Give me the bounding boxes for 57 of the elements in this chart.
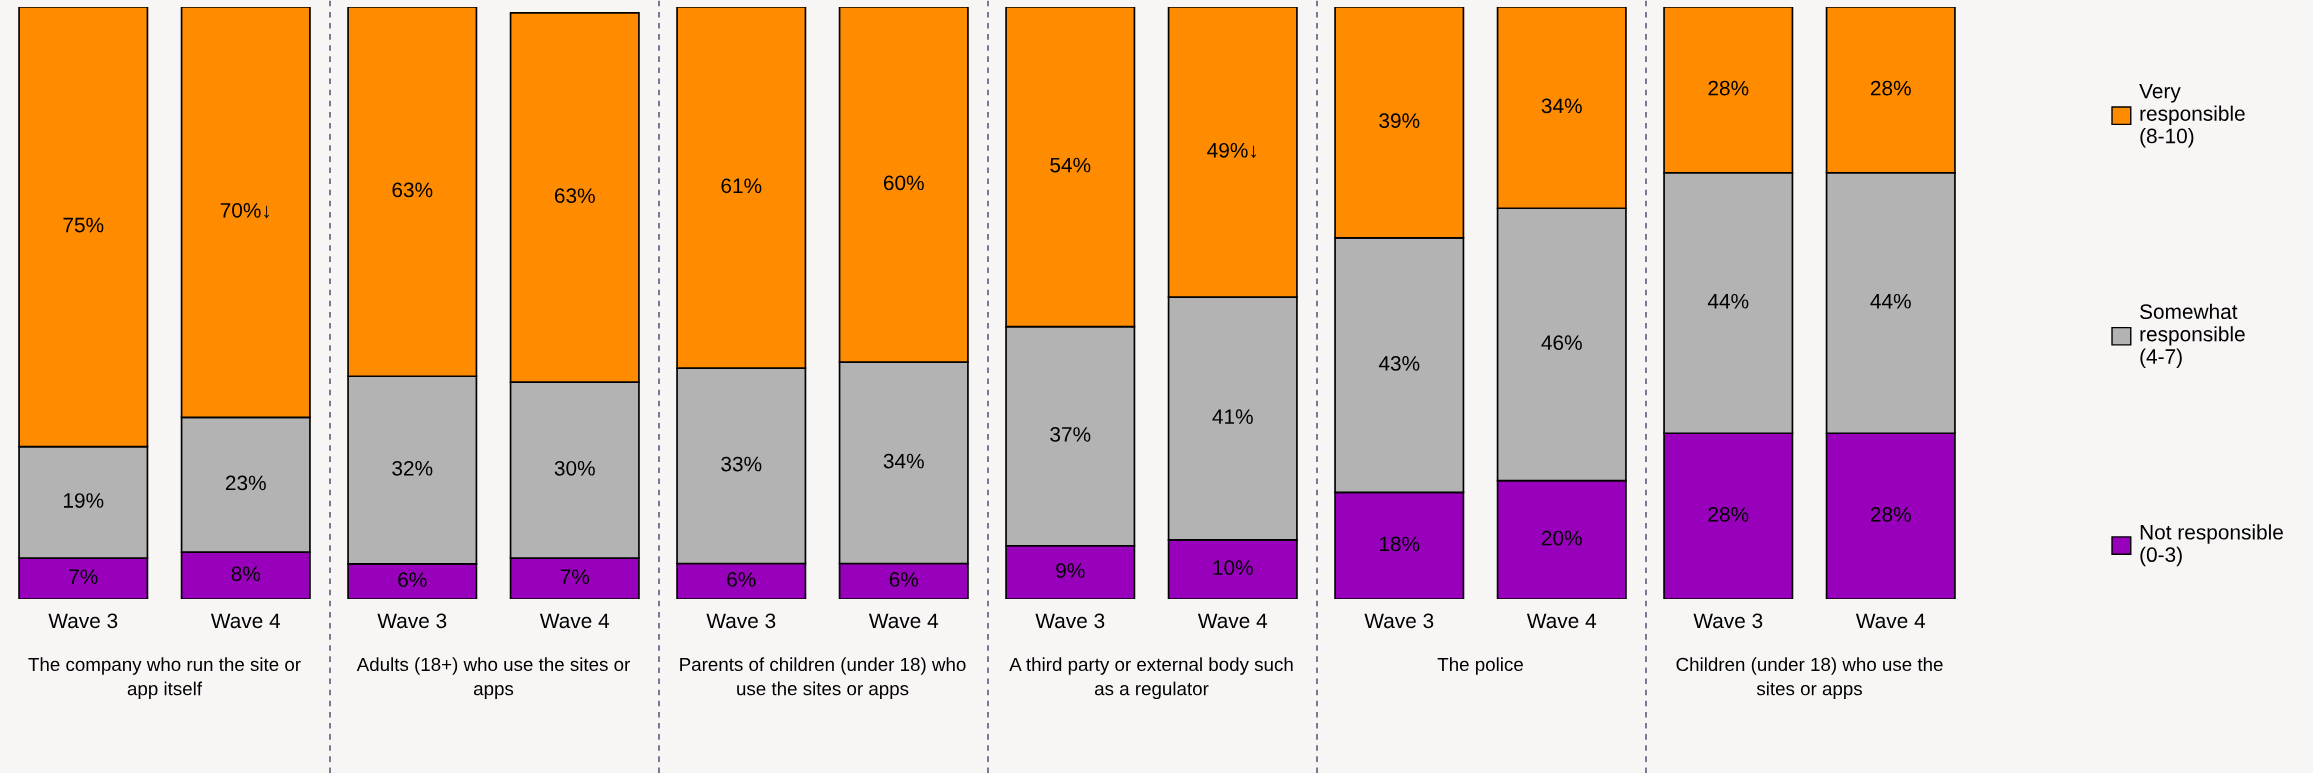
data-label: 41%	[1212, 409, 1253, 424]
data-label: 28%	[1708, 80, 1749, 96]
data-label: 46%	[1541, 335, 1582, 351]
data-label: 20%	[1541, 530, 1582, 546]
data-label: 75%	[63, 217, 104, 233]
x-tick-label: Wave 3	[706, 613, 776, 629]
data-label: 44%	[1870, 293, 1911, 309]
data-label: 23%	[225, 475, 266, 491]
data-label: 19%	[63, 493, 104, 508]
x-tick-label: Wave 4	[1197, 613, 1268, 629]
data-label: 28%	[1870, 506, 1911, 522]
data-label: 54%	[1050, 157, 1091, 173]
x-tick-label: Wave 4	[1526, 613, 1597, 629]
data-label: 44%	[1707, 293, 1749, 309]
data-label: 9%	[1056, 563, 1085, 578]
data-label: 6%	[398, 572, 427, 588]
data-label: 70%↓	[220, 202, 270, 219]
x-axis-title: The company who run the site or app itself	[28, 657, 301, 700]
data-label: 49%↓	[1207, 142, 1257, 159]
data-label: 33%	[721, 456, 762, 472]
data-label: 34%	[1541, 98, 1582, 114]
data-label: 8%	[231, 566, 261, 582]
data-label: 43%	[1378, 356, 1420, 371]
x-axis-title: Parents of children (under 18) who use the sites or apps	[680, 657, 966, 700]
x-tick-label: Wave 4	[1855, 613, 1926, 629]
x-tick-label: Wave 3	[1035, 613, 1105, 629]
data-label: 32%	[392, 460, 433, 476]
data-label: 34%	[883, 453, 924, 469]
x-tick-label: Wave 3	[48, 613, 118, 629]
data-label: 37%	[1050, 427, 1091, 442]
data-label: 30%	[554, 460, 595, 476]
x-tick-label: Wave 3	[1693, 613, 1763, 629]
data-label: 7%	[69, 569, 98, 584]
x-tick-label: Wave 4	[539, 613, 610, 629]
x-tick-label: Wave 4	[210, 613, 281, 629]
legend-label: Very responsible (8-10)	[2139, 83, 2245, 148]
data-label: 6%	[727, 572, 756, 587]
x-tick-label: Wave 4	[868, 613, 939, 629]
data-label: 7%	[560, 569, 590, 584]
legend-label: Somewhat responsible (4-7)	[2140, 303, 2245, 369]
data-label: 63%	[392, 182, 433, 198]
data-label: 10%	[1213, 560, 1253, 575]
legend-label: Not responsible (0-3)	[2140, 524, 2283, 567]
data-label: 28%	[1708, 506, 1749, 522]
x-tick-label: Wave 3	[377, 613, 447, 629]
data-label: 63%	[554, 188, 595, 204]
data-label: 39%	[1379, 113, 1420, 129]
data-label: 61%	[721, 178, 762, 194]
x-axis-title: A third party or external body such as a regulator	[1009, 657, 1293, 700]
x-tick-label: Wave 3	[1364, 613, 1434, 629]
x-axis-title: Adults (18+) who use the sites or apps	[356, 657, 630, 700]
x-axis-title: The police	[1437, 657, 1523, 675]
data-label: 6%	[889, 572, 919, 587]
data-label: 18%	[1379, 536, 1420, 552]
x-axis-title: Children (under 18) who use the sites or apps	[1676, 657, 1943, 700]
data-label: 60%	[883, 175, 924, 191]
data-label: 28%	[1870, 80, 1911, 96]
